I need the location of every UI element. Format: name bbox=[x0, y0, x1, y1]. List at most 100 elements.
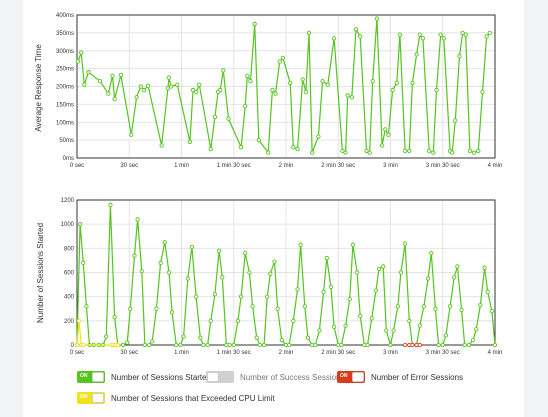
data-point[interactable] bbox=[118, 72, 124, 78]
data-point[interactable] bbox=[280, 55, 286, 61]
data-point[interactable] bbox=[398, 270, 404, 275]
data-point[interactable] bbox=[339, 342, 344, 348]
data-point[interactable] bbox=[187, 139, 193, 145]
data-point[interactable] bbox=[291, 145, 296, 150]
data-point[interactable] bbox=[350, 242, 356, 247]
data-point[interactable] bbox=[277, 59, 282, 64]
data-point[interactable] bbox=[275, 306, 280, 311]
data-point[interactable] bbox=[81, 342, 86, 348]
data-point[interactable] bbox=[470, 338, 476, 343]
data-point[interactable] bbox=[433, 306, 438, 311]
data-point[interactable] bbox=[455, 264, 460, 269]
legend-success-sessions[interactable]: Number of Success Sessions bbox=[206, 371, 345, 383]
data-point[interactable] bbox=[208, 146, 213, 152]
data-point[interactable] bbox=[256, 137, 261, 143]
data-point[interactable] bbox=[190, 87, 196, 93]
data-point[interactable] bbox=[146, 342, 152, 348]
data-point[interactable] bbox=[197, 82, 202, 87]
data-point[interactable] bbox=[480, 89, 485, 95]
toggle-cpu-exceeded[interactable]: ON bbox=[77, 392, 105, 404]
data-point[interactable] bbox=[112, 96, 117, 102]
data-point[interactable] bbox=[328, 284, 334, 290]
data-point[interactable] bbox=[467, 148, 473, 154]
data-point[interactable] bbox=[298, 242, 303, 247]
toggle-error-sessions[interactable]: ON bbox=[337, 371, 365, 383]
data-point[interactable] bbox=[220, 275, 225, 280]
data-point[interactable] bbox=[189, 244, 195, 250]
data-point[interactable] bbox=[459, 307, 464, 313]
data-point[interactable] bbox=[235, 318, 241, 323]
data-point[interactable] bbox=[347, 296, 352, 302]
data-point[interactable] bbox=[231, 342, 236, 348]
data-point[interactable] bbox=[436, 342, 441, 348]
data-point[interactable] bbox=[110, 73, 115, 78]
data-point[interactable] bbox=[438, 32, 443, 37]
data-point[interactable] bbox=[462, 342, 467, 348]
data-point[interactable] bbox=[414, 52, 419, 57]
data-point[interactable] bbox=[487, 30, 492, 36]
data-point[interactable] bbox=[272, 259, 277, 264]
data-point[interactable] bbox=[324, 255, 329, 261]
legend-error-sessions[interactable]: ON Number of Error Sessions bbox=[337, 371, 463, 383]
data-point[interactable] bbox=[79, 50, 84, 55]
data-point[interactable] bbox=[305, 335, 311, 340]
data-point[interactable] bbox=[492, 342, 498, 348]
data-point[interactable] bbox=[391, 328, 396, 333]
data-point[interactable] bbox=[212, 292, 218, 297]
toggle-sessions-started[interactable]: ON bbox=[77, 371, 105, 383]
data-point[interactable] bbox=[466, 342, 472, 348]
data-point[interactable] bbox=[402, 148, 408, 154]
data-point[interactable] bbox=[193, 294, 199, 299]
data-point[interactable] bbox=[420, 36, 426, 41]
data-point[interactable] bbox=[201, 342, 206, 348]
data-point[interactable] bbox=[452, 275, 457, 280]
data-point[interactable] bbox=[386, 132, 391, 137]
data-point[interactable] bbox=[395, 304, 400, 309]
data-point[interactable] bbox=[112, 315, 117, 320]
data-point[interactable] bbox=[273, 91, 278, 96]
data-point[interactable] bbox=[441, 36, 446, 41]
data-point[interactable] bbox=[417, 323, 422, 328]
data-point[interactable] bbox=[205, 342, 210, 348]
data-point[interactable] bbox=[313, 342, 318, 348]
data-point[interactable] bbox=[257, 342, 263, 348]
data-point[interactable] bbox=[394, 80, 399, 86]
data-point[interactable] bbox=[390, 87, 395, 93]
data-point[interactable] bbox=[291, 318, 296, 323]
data-point[interactable] bbox=[134, 95, 139, 100]
data-point[interactable] bbox=[108, 202, 113, 207]
data-point[interactable] bbox=[316, 134, 321, 139]
data-point[interactable] bbox=[410, 342, 415, 348]
data-point[interactable] bbox=[410, 80, 415, 86]
data-point[interactable] bbox=[388, 342, 393, 348]
data-point[interactable] bbox=[429, 251, 434, 256]
data-point[interactable] bbox=[370, 78, 375, 84]
data-point[interactable] bbox=[463, 32, 468, 37]
data-point[interactable] bbox=[226, 116, 231, 121]
data-point[interactable] bbox=[325, 82, 330, 87]
data-point[interactable] bbox=[358, 34, 363, 39]
data-point[interactable] bbox=[74, 342, 80, 348]
data-point[interactable] bbox=[309, 150, 315, 155]
data-point[interactable] bbox=[484, 34, 489, 39]
data-point[interactable] bbox=[421, 304, 427, 309]
data-point[interactable] bbox=[175, 82, 180, 87]
data-point[interactable] bbox=[97, 78, 103, 84]
data-point[interactable] bbox=[166, 270, 172, 275]
data-point[interactable] bbox=[295, 146, 300, 152]
data-point[interactable] bbox=[482, 265, 487, 270]
data-point[interactable] bbox=[128, 306, 133, 311]
legend-cpu-exceeded[interactable]: ON Number of Sessions that Exceeded CPU … bbox=[77, 392, 275, 404]
data-point[interactable] bbox=[181, 334, 186, 339]
data-point[interactable] bbox=[193, 89, 199, 95]
data-point[interactable] bbox=[86, 70, 91, 75]
data-point[interactable] bbox=[402, 241, 408, 246]
data-point[interactable] bbox=[218, 87, 223, 93]
data-point[interactable] bbox=[302, 304, 307, 309]
data-point[interactable] bbox=[417, 342, 422, 348]
data-point[interactable] bbox=[303, 89, 309, 95]
data-point[interactable] bbox=[174, 342, 179, 348]
data-point[interactable] bbox=[238, 145, 244, 150]
data-point[interactable] bbox=[427, 148, 432, 154]
data-point[interactable] bbox=[460, 30, 465, 36]
